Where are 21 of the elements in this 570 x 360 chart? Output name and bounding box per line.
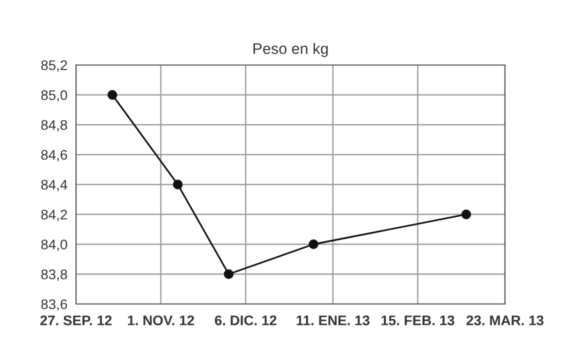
x-tick-label: 23. MAR. 13 bbox=[466, 315, 544, 326]
point bbox=[107, 90, 118, 100]
y-tick-label: 85,2 bbox=[41, 60, 67, 72]
x-tick-label: 6. DIC. 12 bbox=[214, 315, 276, 326]
point bbox=[461, 210, 472, 220]
y-tick-label: 85,0 bbox=[41, 90, 68, 102]
x-tick-label: 11. ENE. 13 bbox=[296, 315, 370, 326]
x-tick-label: 15. FEB. 13 bbox=[382, 315, 454, 326]
x-tick-label: 1. NOV. 12 bbox=[128, 315, 194, 326]
y-tick-label: 84,0 bbox=[41, 240, 68, 252]
x-tick-label: 27. SEP. 12 bbox=[40, 315, 112, 326]
point bbox=[308, 239, 318, 250]
y-tick-label: 83,6 bbox=[41, 299, 68, 311]
y-tick-label: 84,6 bbox=[41, 150, 68, 162]
y-tick-label: 83,8 bbox=[41, 269, 68, 281]
y-tick-label: 84,4 bbox=[41, 180, 68, 192]
point bbox=[224, 269, 234, 279]
point bbox=[172, 180, 183, 190]
y-tick-label: 84,8 bbox=[41, 120, 68, 132]
chart-title: Peso en kg bbox=[254, 42, 328, 58]
y-tick-label: 84,2 bbox=[41, 210, 67, 222]
